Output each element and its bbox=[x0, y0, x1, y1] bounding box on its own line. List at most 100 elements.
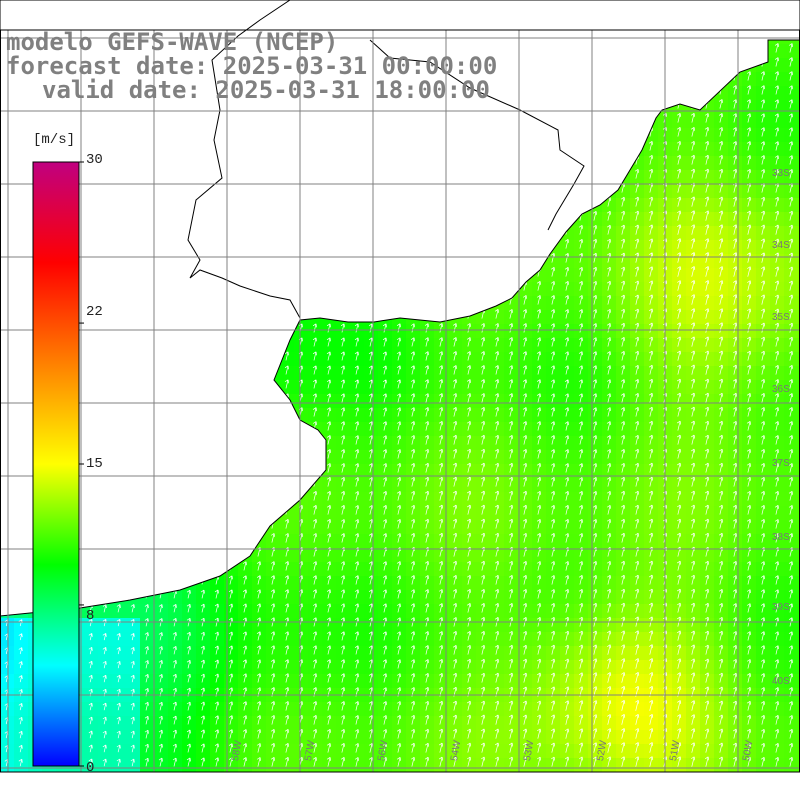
field-cell bbox=[294, 338, 309, 353]
field-cell bbox=[504, 394, 519, 409]
field-cell bbox=[714, 478, 729, 493]
field-cell bbox=[770, 576, 785, 591]
wind-arrow bbox=[690, 113, 695, 123]
field-cell bbox=[518, 310, 533, 325]
field-cell bbox=[378, 366, 393, 381]
field-cell bbox=[322, 702, 337, 717]
field-cell bbox=[784, 72, 799, 87]
field-cell bbox=[238, 632, 253, 647]
wind-arrow bbox=[774, 210, 780, 221]
field-cell bbox=[378, 478, 393, 493]
field-cell bbox=[350, 338, 365, 353]
field-cell bbox=[574, 380, 589, 395]
field-cell bbox=[784, 632, 799, 647]
field-cell bbox=[406, 744, 421, 759]
field-cell bbox=[560, 548, 575, 563]
field-cell bbox=[560, 562, 575, 577]
wind-arrow bbox=[746, 407, 751, 417]
field-cell bbox=[392, 394, 407, 409]
wind-arrow bbox=[691, 210, 696, 221]
field-cell bbox=[770, 464, 785, 479]
wind-arrow bbox=[718, 99, 723, 109]
field-cell bbox=[630, 212, 645, 227]
wind-arrow bbox=[648, 476, 654, 487]
wind-arrow bbox=[354, 351, 359, 361]
field-cell bbox=[322, 744, 337, 759]
field-cell bbox=[546, 478, 561, 493]
field-cell bbox=[644, 548, 659, 563]
field-cell bbox=[546, 562, 561, 577]
field-cell bbox=[672, 576, 687, 591]
wind-arrow bbox=[648, 420, 653, 431]
field-cell bbox=[756, 156, 771, 171]
wind-arrow bbox=[382, 407, 387, 417]
wind-arrow bbox=[592, 463, 597, 473]
wind-arrow bbox=[620, 322, 625, 333]
field-cell bbox=[756, 268, 771, 283]
field-cell bbox=[644, 674, 659, 689]
field-cell bbox=[126, 758, 141, 773]
field-cell bbox=[616, 702, 631, 717]
field-cell bbox=[644, 716, 659, 731]
wind-arrow bbox=[592, 449, 597, 459]
wind-arrow bbox=[704, 476, 710, 487]
field-cell bbox=[336, 604, 351, 619]
field-cell bbox=[756, 464, 771, 479]
field-cell bbox=[602, 604, 617, 619]
wind-arrow bbox=[578, 435, 583, 445]
wind-arrow bbox=[775, 266, 780, 277]
field-cell bbox=[238, 702, 253, 717]
field-cell bbox=[294, 534, 309, 549]
field-cell bbox=[336, 576, 351, 591]
field-cell bbox=[532, 674, 547, 689]
field-cell bbox=[714, 324, 729, 339]
wind-arrow bbox=[676, 434, 682, 445]
field-cell bbox=[602, 716, 617, 731]
field-cell bbox=[420, 352, 435, 367]
wind-arrow bbox=[648, 168, 653, 179]
field-cell bbox=[672, 702, 687, 717]
field-cell bbox=[784, 268, 799, 283]
field-cell bbox=[784, 744, 799, 759]
field-cell bbox=[630, 730, 645, 745]
field-cell bbox=[518, 534, 533, 549]
wind-arrow bbox=[620, 210, 625, 221]
wind-arrow bbox=[719, 336, 724, 347]
field-cell bbox=[630, 646, 645, 661]
field-cell bbox=[434, 660, 449, 675]
field-cell bbox=[574, 268, 589, 283]
field-cell bbox=[308, 548, 323, 563]
field-cell bbox=[462, 450, 477, 465]
wind-arrow bbox=[719, 280, 724, 291]
field-cell bbox=[546, 576, 561, 591]
field-cell bbox=[686, 282, 701, 297]
field-cell bbox=[266, 632, 281, 647]
field-cell bbox=[546, 702, 561, 717]
wind-arrow bbox=[592, 323, 597, 333]
field-cell bbox=[112, 632, 127, 647]
field-cell bbox=[728, 268, 743, 283]
wind-arrow bbox=[438, 421, 443, 431]
wind-arrow bbox=[732, 141, 737, 151]
field-cell bbox=[714, 436, 729, 451]
field-cell bbox=[714, 744, 729, 759]
field-cell bbox=[336, 338, 351, 353]
wind-arrow bbox=[452, 337, 457, 347]
field-cell bbox=[602, 478, 617, 493]
field-cell bbox=[462, 716, 477, 731]
field-cell bbox=[392, 478, 407, 493]
field-cell bbox=[154, 632, 169, 647]
wind-arrow bbox=[719, 224, 724, 235]
field-cell bbox=[714, 198, 729, 213]
field-cell bbox=[714, 310, 729, 325]
field-cell bbox=[294, 674, 309, 689]
wind-arrow bbox=[774, 407, 779, 417]
field-cell bbox=[574, 366, 589, 381]
field-cell bbox=[644, 730, 659, 745]
wind-arrow bbox=[466, 407, 471, 417]
wind-arrow bbox=[691, 336, 696, 347]
wind-arrow bbox=[550, 295, 555, 305]
wind-arrow bbox=[648, 364, 653, 375]
field-cell bbox=[672, 464, 687, 479]
field-cell bbox=[672, 744, 687, 759]
